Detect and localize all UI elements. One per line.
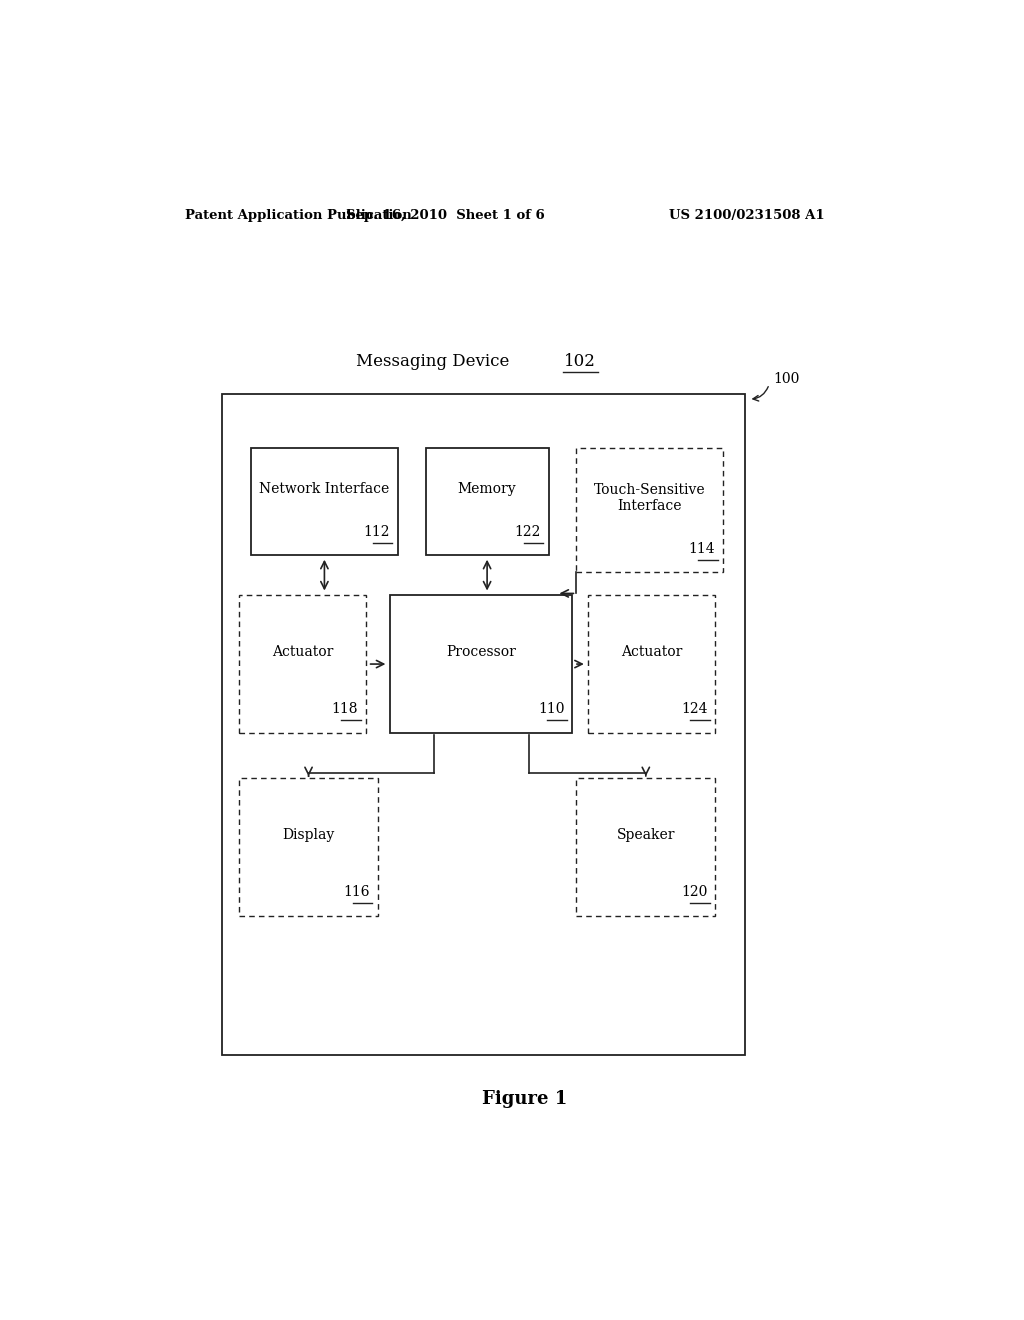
Text: Actuator: Actuator [622,645,682,659]
Text: Messaging Device: Messaging Device [355,354,519,370]
Text: Actuator: Actuator [272,645,333,659]
Text: 118: 118 [332,702,358,717]
Text: Sep. 16, 2010  Sheet 1 of 6: Sep. 16, 2010 Sheet 1 of 6 [346,209,545,222]
Text: 116: 116 [343,886,370,899]
Bar [390,595,572,733]
Text: Touch-Sensitive
Interface: Touch-Sensitive Interface [594,483,706,513]
Bar [426,447,549,554]
Text: 124: 124 [681,702,708,717]
Text: 114: 114 [688,541,715,556]
Bar [240,779,378,916]
Text: Patent Application Publication: Patent Application Publication [185,209,412,222]
Bar [240,595,367,733]
Bar [577,779,716,916]
Text: Figure 1: Figure 1 [482,1089,567,1107]
Bar [577,447,723,572]
Text: Display: Display [283,828,335,842]
Text: Memory: Memory [458,482,516,496]
Text: 122: 122 [514,524,541,539]
Text: 112: 112 [364,524,390,539]
Bar [221,395,745,1055]
Text: 110: 110 [538,702,564,717]
Bar [251,447,397,554]
Text: US 2100/0231508 A1: US 2100/0231508 A1 [670,209,824,222]
Bar [588,595,715,733]
Text: Processor: Processor [446,645,516,659]
Text: 120: 120 [681,886,708,899]
Text: 102: 102 [564,354,596,370]
Text: 100: 100 [773,372,800,385]
Text: Speaker: Speaker [616,828,675,842]
Text: Network Interface: Network Interface [259,482,389,496]
